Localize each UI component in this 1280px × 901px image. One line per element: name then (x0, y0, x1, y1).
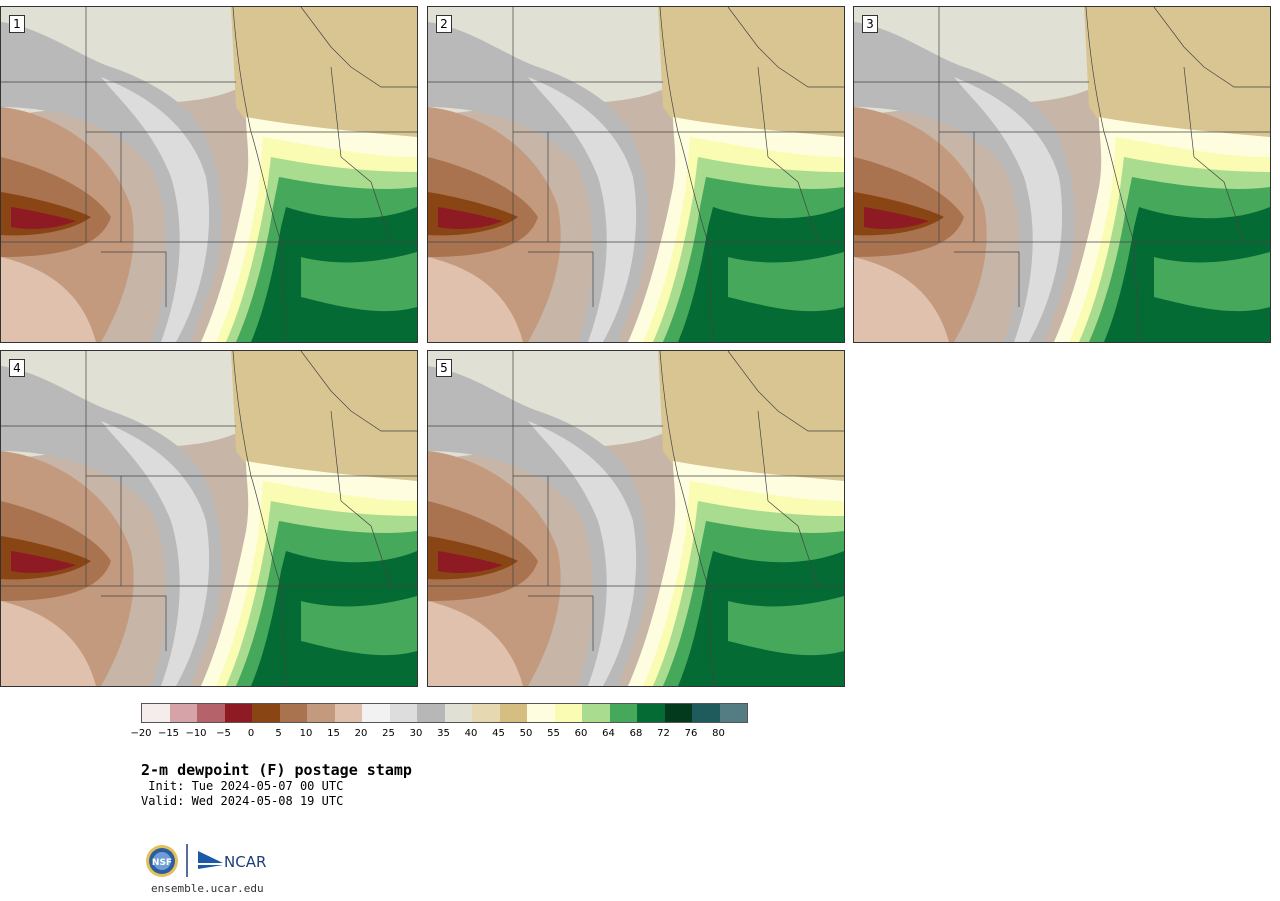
dewpoint-map (1, 7, 417, 342)
colorbar-tick-label: −20 (130, 728, 152, 739)
colorbar-tick-label: 40 (464, 728, 478, 739)
map-panel-3: 3 (853, 6, 1271, 343)
panel-number: 3 (862, 15, 878, 33)
colorbar-tick-label: 64 (602, 728, 615, 739)
colorbar-segment (719, 704, 747, 722)
nsf-logo-text: NSF (152, 858, 172, 868)
colorbar-segment (279, 704, 307, 722)
colorbar-tick-label: 20 (354, 728, 368, 739)
colorbar-segment (417, 704, 445, 722)
colorbar-segment (554, 704, 582, 722)
colorbar-tick-label: −5 (216, 728, 231, 739)
dewpoint-map (854, 7, 1270, 342)
colorbar-tick-label: 80 (712, 728, 725, 739)
colorbar-tick-label: −10 (185, 728, 207, 739)
colorbar-segment (582, 704, 610, 722)
colorbar-segment (334, 704, 362, 722)
website-link[interactable]: ensemble.ucar.edu (151, 882, 264, 895)
colorbar-segment (664, 704, 692, 722)
colorbar-tick-label: 50 (519, 728, 533, 739)
colorbar-tick-label: 35 (437, 728, 450, 739)
panel-number: 2 (436, 15, 452, 33)
colorbar-segment (527, 704, 555, 722)
init-time: Init: Tue 2024-05-07 00 UTC (141, 779, 344, 793)
colorbar-segment (692, 704, 720, 722)
colorbar-segment (252, 704, 280, 722)
colorbar-tick-label: 10 (299, 728, 313, 739)
colorbar-tick-label: −15 (157, 728, 180, 739)
colorbar-tick-label: 55 (547, 728, 560, 739)
nsf-logo-icon: NSF (146, 845, 178, 877)
map-panel-1: 1 (0, 6, 418, 343)
colorbar-segment (307, 704, 335, 722)
colorbar-segment (362, 704, 390, 722)
colorbar (141, 703, 748, 723)
colorbar-segment (142, 704, 170, 722)
colorbar-tick-label: 76 (684, 728, 698, 739)
colorbar-segment (224, 704, 252, 722)
colorbar-segment (197, 704, 225, 722)
colorbar-ticks: −20 −15 −10 −5 0 5 10 15 20 25 30 35 40 45 50 55 60 64 68 7… (130, 728, 781, 742)
map-panel-2: 2 (427, 6, 845, 343)
colorbar-tick-label: 45 (492, 728, 505, 739)
colorbar-segment (389, 704, 417, 722)
map-panel-4: 4 (0, 350, 418, 687)
colorbar-tick-label: 68 (629, 728, 643, 739)
colorbar-tick-label: 0 (247, 728, 255, 739)
logos: NSF NCAR (145, 843, 275, 879)
colorbar-segment (169, 704, 197, 722)
colorbar-segment (637, 704, 665, 722)
colorbar-segment (444, 704, 472, 722)
valid-time: Valid: Wed 2024-05-08 19 UTC (141, 794, 344, 808)
colorbar-segment (472, 704, 500, 722)
colorbar-segment (609, 704, 637, 722)
colorbar-segment (499, 704, 527, 722)
dewpoint-map (428, 351, 844, 686)
dewpoint-map (1, 351, 417, 686)
ncar-logo-icon: NCAR (198, 851, 266, 871)
map-panel-5: 5 (427, 350, 845, 687)
colorbar-tick-label: 15 (327, 728, 340, 739)
colorbar-tick-label: 72 (657, 728, 670, 739)
panel-number: 4 (9, 359, 25, 377)
figure-title: 2-m dewpoint (F) postage stamp (141, 761, 412, 779)
panel-number: 5 (436, 359, 452, 377)
ncar-logo-text: NCAR (224, 853, 266, 871)
colorbar-tick-label: 5 (275, 728, 282, 739)
colorbar-tick-label: 30 (409, 728, 423, 739)
dewpoint-map (428, 7, 844, 342)
colorbar-tick-label: 25 (382, 728, 395, 739)
colorbar-tick-label: 60 (574, 728, 588, 739)
panel-number: 1 (9, 15, 25, 33)
